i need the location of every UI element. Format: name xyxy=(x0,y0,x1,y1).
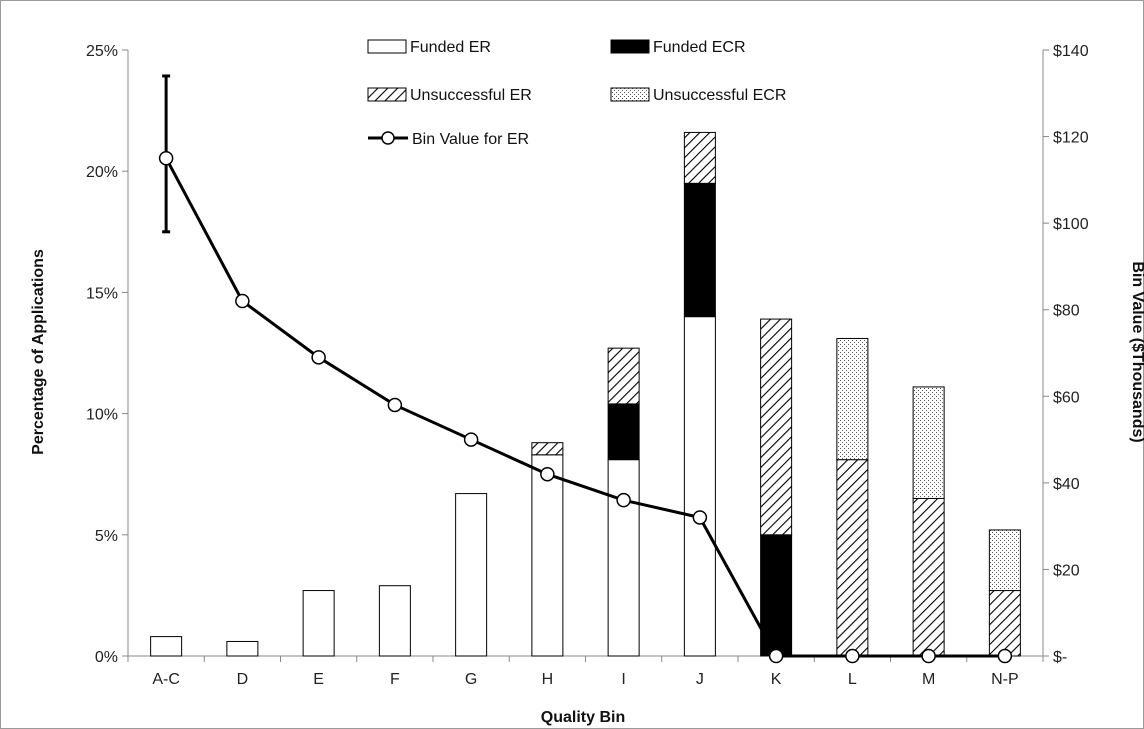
bar-unsuccessful-er xyxy=(988,590,1021,657)
bar-funded-er xyxy=(226,640,259,657)
line-point xyxy=(540,466,555,482)
x-tick-label: E xyxy=(313,671,324,688)
y-axis-title: Percentage of Applications xyxy=(30,249,47,455)
y2-tick-label: $- xyxy=(1053,649,1067,666)
bar-funded-er xyxy=(378,585,411,657)
line-point xyxy=(235,293,250,309)
bar-unsuccessful-er xyxy=(683,131,716,184)
x-tick-label: N-P xyxy=(991,671,1019,688)
y-tick-label: 5% xyxy=(95,528,118,545)
x-tick-label: M xyxy=(922,671,935,688)
bar-unsuccessful-er xyxy=(607,347,640,405)
legend-swatch-unsuccessful-ecr xyxy=(610,87,650,102)
legend-label: Unsuccessful ER xyxy=(410,87,532,104)
y2-axis-title: Bin Value ($Thousands) xyxy=(1129,261,1144,442)
x-tick-label: G xyxy=(465,671,477,688)
bar-funded-er xyxy=(455,493,488,657)
y-tick-label: 20% xyxy=(86,164,118,181)
line-point xyxy=(997,648,1013,664)
bar-funded-er xyxy=(531,454,564,657)
x-tick-label: A-C xyxy=(152,671,180,688)
bar-funded-er xyxy=(302,590,335,657)
legend-swatch-funded-er xyxy=(367,39,407,54)
legend-label: Funded ECR xyxy=(653,39,746,56)
line-point xyxy=(463,432,479,447)
x-tick-label: H xyxy=(542,671,554,688)
bar-funded-er xyxy=(150,636,183,657)
legend-label: Funded ER xyxy=(410,39,491,56)
y-tick-label: 10% xyxy=(86,407,118,424)
x-tick-label: F xyxy=(390,671,400,688)
line-point xyxy=(692,510,708,525)
legend-marker-bin-value-for-er xyxy=(381,131,395,145)
bar-unsuccessful-er xyxy=(531,442,564,456)
legend-label: Unsuccessful ECR xyxy=(653,87,786,104)
x-tick-label: D xyxy=(237,671,249,688)
bar-funded-ecr xyxy=(683,182,716,318)
line-point xyxy=(311,350,326,365)
bar-unsuccessful-ecr xyxy=(836,337,869,461)
y2-tick-label: $100 xyxy=(1053,216,1089,233)
legend: Funded ER Funded ECR Unsuccessful ER Unsucc… xyxy=(367,39,786,148)
y-tick-label: 15% xyxy=(86,285,118,302)
y-tick-label: 0% xyxy=(95,649,118,666)
y2-tick-label: $140 xyxy=(1053,43,1089,60)
line-point xyxy=(768,648,784,664)
x-tick-label: L xyxy=(848,671,857,688)
y2-tick-label: $80 xyxy=(1053,303,1080,320)
plot-area: 0% 5% 10% 15% 20% 25% $- $20 $40 $60 $80 $100 $120 $1… xyxy=(86,43,1089,688)
legend-swatch-funded-ecr xyxy=(610,39,650,54)
bar-unsuccessful-er xyxy=(912,497,945,657)
bar-unsuccessful-ecr xyxy=(912,386,945,499)
bar-funded-er xyxy=(607,459,640,657)
y2-tick-label: $60 xyxy=(1053,389,1080,406)
bar-unsuccessful-er xyxy=(836,459,869,657)
bar-funded-er xyxy=(683,316,716,657)
bar-unsuccessful-ecr xyxy=(988,529,1021,592)
legend-swatch-unsuccessful-er xyxy=(367,87,407,102)
line-point xyxy=(387,397,403,413)
y2-tick-label: $40 xyxy=(1053,476,1080,493)
line-point xyxy=(845,648,860,664)
legend-label: Bin Value for ER xyxy=(412,131,529,148)
x-axis-title: Quality Bin xyxy=(541,709,625,726)
x-tick-label: I xyxy=(621,671,625,688)
x-tick-label: J xyxy=(696,671,704,688)
line-point xyxy=(921,648,936,664)
bar-funded-ecr xyxy=(607,403,640,461)
bar-unsuccessful-er xyxy=(760,318,793,536)
x-tick-label: K xyxy=(771,671,782,688)
y2-tick-label: $120 xyxy=(1053,130,1089,147)
line-point xyxy=(616,492,631,508)
line-bin-value-for-er xyxy=(164,157,1005,658)
y2-tick-label: $20 xyxy=(1053,562,1080,579)
y-tick-label: 25% xyxy=(86,43,118,60)
line-point xyxy=(158,150,174,166)
